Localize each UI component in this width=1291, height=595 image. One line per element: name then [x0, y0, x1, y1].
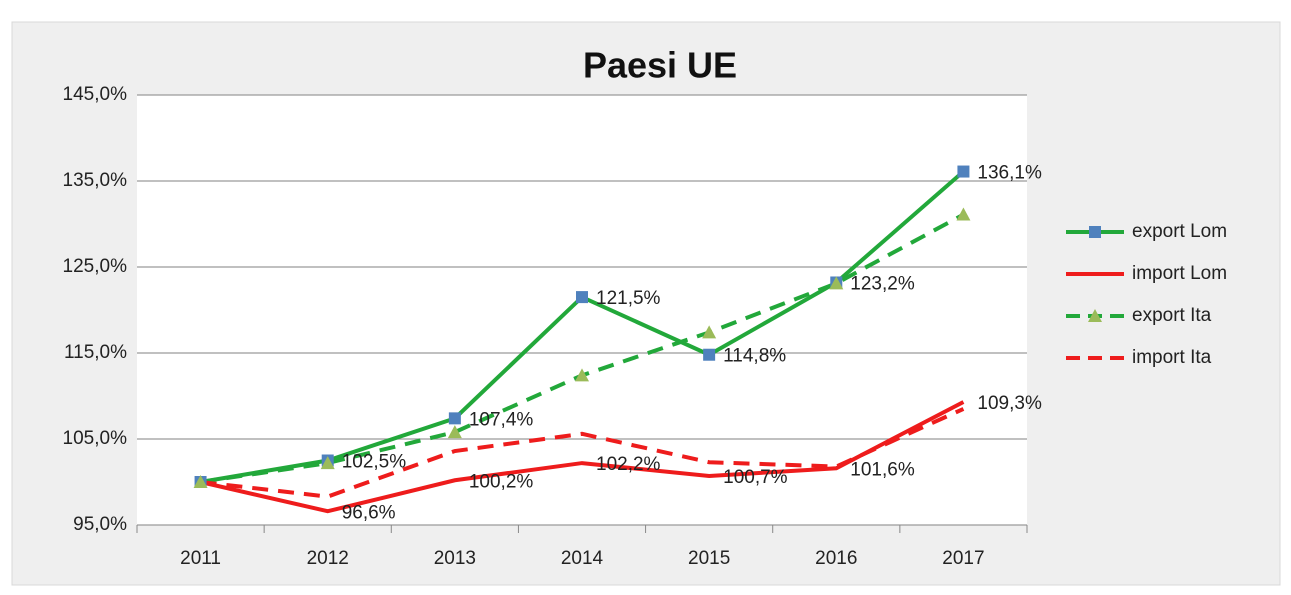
x-tick-label: 2014 — [561, 548, 604, 569]
x-tick-label: 2012 — [307, 548, 349, 569]
legend-label: export Ita — [1132, 305, 1212, 326]
marker — [702, 325, 717, 339]
y-tick-label: 105,0% — [63, 428, 128, 449]
x-tick-label: 2017 — [942, 548, 984, 569]
series-line — [200, 407, 965, 499]
marker — [829, 276, 844, 290]
marker — [447, 425, 462, 439]
y-tick-label: 125,0% — [63, 256, 128, 277]
marker — [957, 165, 970, 178]
marker — [448, 412, 461, 425]
data-label: 109,3% — [977, 393, 1042, 414]
marker — [703, 348, 716, 361]
legend-label: import Lom — [1132, 263, 1227, 284]
x-tick-label: 2015 — [688, 548, 730, 569]
marker — [320, 456, 335, 470]
data-label: 102,5% — [342, 452, 407, 473]
data-label: 101,6% — [850, 459, 915, 480]
legend-marker — [1089, 226, 1101, 238]
marker — [193, 475, 208, 488]
plot-area — [137, 95, 1027, 525]
data-label: 121,5% — [596, 288, 661, 309]
legend-label: export Lom — [1132, 221, 1227, 242]
legend-label: import Ita — [1132, 347, 1212, 368]
data-label: 96,6% — [342, 502, 396, 523]
chart-title: Paesi UE — [583, 45, 737, 86]
marker — [956, 207, 971, 221]
data-label: 107,4% — [469, 409, 534, 430]
data-label: 100,7% — [723, 467, 788, 488]
data-label: 100,2% — [469, 471, 534, 492]
data-label: 136,1% — [977, 163, 1042, 184]
series-line — [200, 400, 965, 514]
data-label: 102,2% — [596, 454, 661, 475]
y-tick-label: 115,0% — [64, 342, 127, 363]
legend-marker — [1088, 309, 1102, 322]
x-tick-label: 2013 — [434, 548, 476, 569]
data-label: 114,8% — [723, 346, 786, 367]
y-tick-label: 145,0% — [63, 84, 128, 105]
y-tick-label: 135,0% — [63, 170, 128, 191]
marker — [576, 291, 588, 304]
x-tick-label: 2011 — [180, 548, 221, 569]
y-tick-label: 95,0% — [73, 514, 127, 535]
data-label: 123,2% — [850, 273, 915, 294]
x-tick-label: 2016 — [815, 548, 857, 569]
marker — [575, 368, 589, 382]
